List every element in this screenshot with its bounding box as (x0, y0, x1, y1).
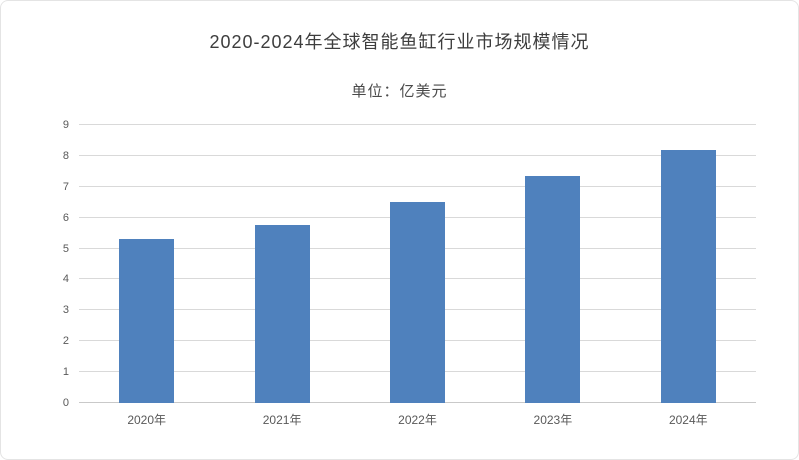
bar-2020年 (119, 239, 175, 403)
y-axis-tick-label: 8 (62, 149, 69, 162)
plot-area: 0 1 2 3 4 5 6 7 8 9 2020年 2021年 2022年 2023年 2024年 (63, 119, 756, 427)
bar-2024年 (660, 149, 716, 403)
x-axis-tick-label: 2020年 (127, 413, 167, 427)
y-axis-tick-label: 5 (62, 242, 69, 255)
chart-title: 2020-2024年全球智能鱼缸行业市场规模情况 (209, 32, 590, 52)
bar-2023年 (525, 175, 581, 403)
y-axis-tick-label: 9 (62, 119, 69, 131)
y-axis-tick-label: 1 (62, 366, 69, 379)
x-axis-tick-label: 2023年 (533, 413, 573, 427)
x-axis-tick-label: 2022年 (398, 413, 437, 427)
bar-2021年 (254, 225, 310, 403)
gridline-y8 (79, 154, 756, 156)
chart-unit-label: 单位：亿美元 (351, 83, 448, 100)
x-axis-tick-label: 2024年 (668, 413, 708, 427)
bar-2022年 (390, 202, 445, 403)
y-axis-tick-label: 3 (62, 304, 69, 317)
y-axis-tick-label: 0 (62, 397, 69, 409)
x-axis-tick-label: 2021年 (262, 413, 302, 427)
y-axis-tick-label: 2 (62, 335, 69, 348)
y-axis-tick-label: 4 (62, 273, 69, 286)
y-axis-tick-label: 6 (62, 211, 69, 224)
gridline-y9 (79, 124, 756, 125)
y-axis-tick-label: 7 (62, 180, 69, 193)
gridline-y7 (79, 185, 756, 187)
